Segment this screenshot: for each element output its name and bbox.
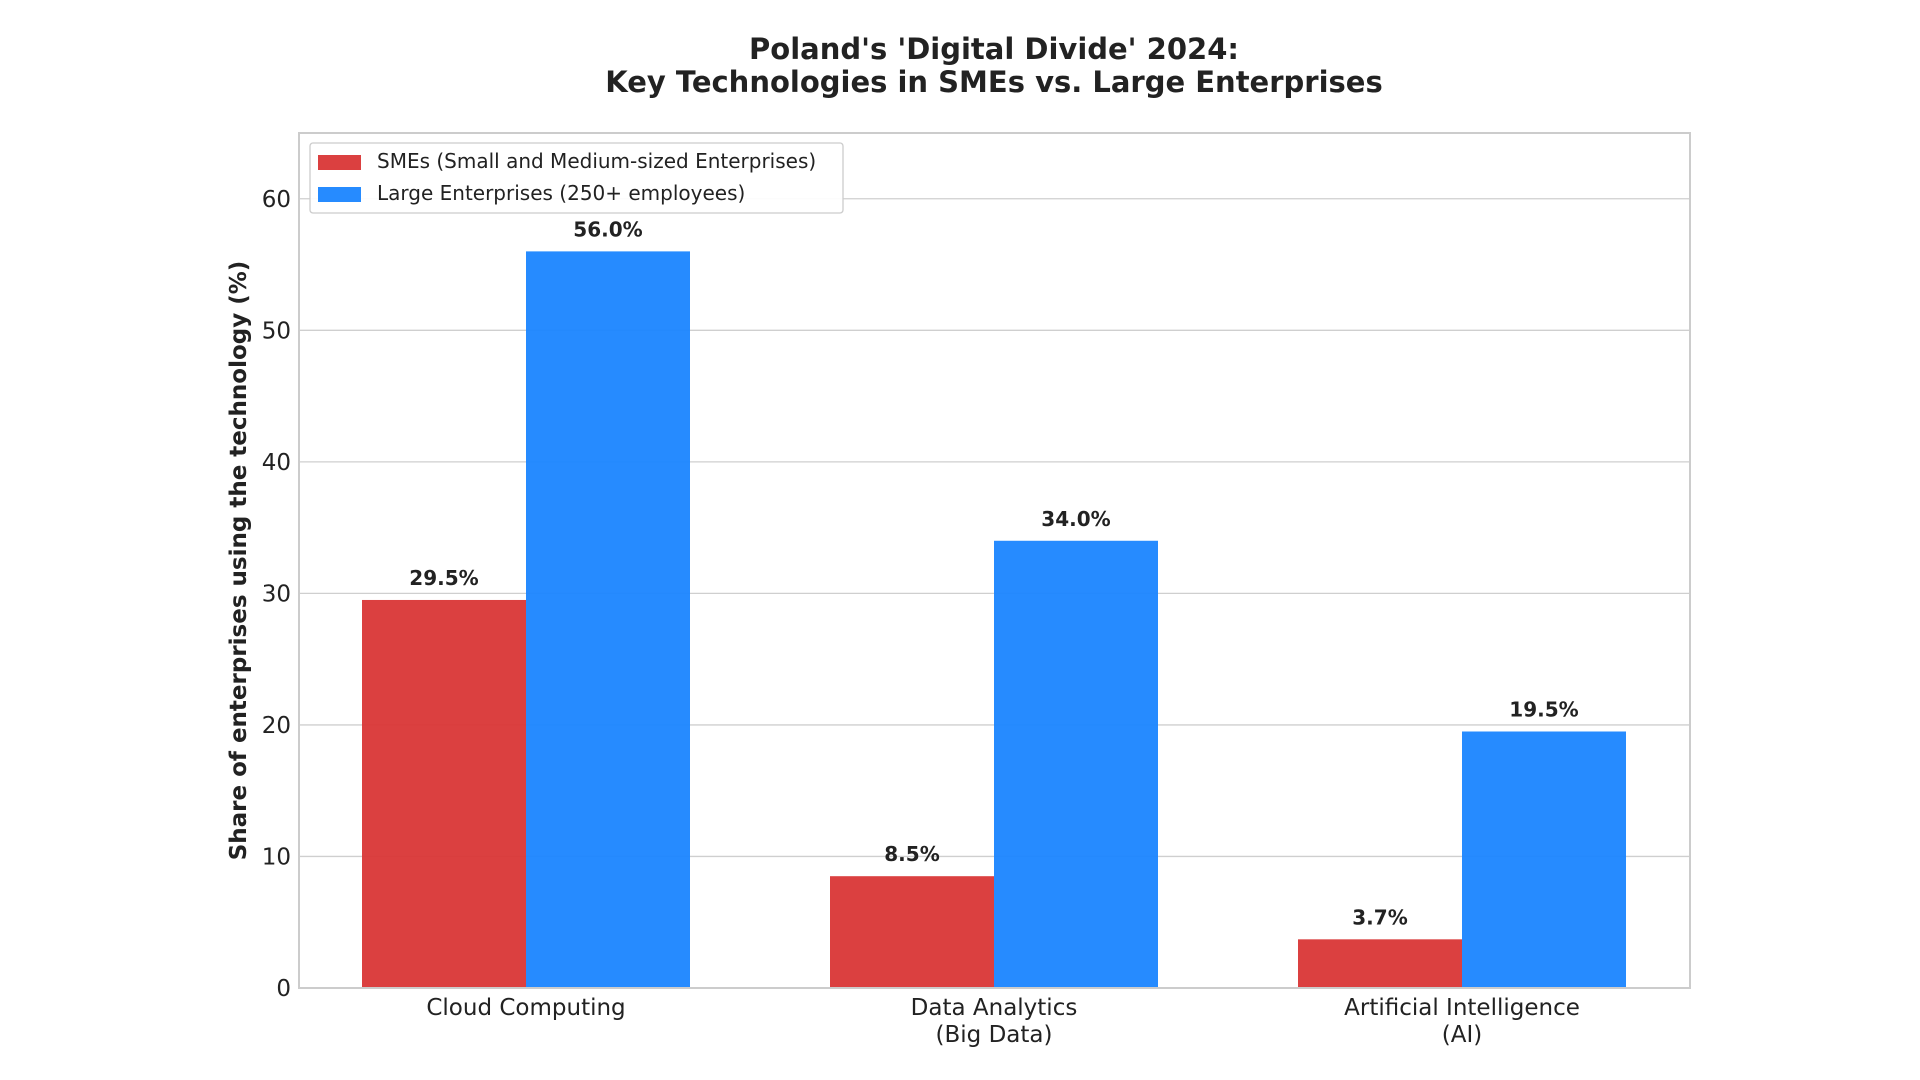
y-tick-label-10: 10 — [262, 844, 291, 870]
value-label-large-2: 34.0% — [1041, 507, 1110, 531]
x-tick-label-3-line-2: (AI) — [1442, 1022, 1482, 1048]
axes: 0 10 20 30 40 50 60 Cloud Computing Data Analyti… — [226, 187, 1580, 1048]
y-tick-label-0: 0 — [276, 976, 291, 1002]
value-labels: 29.5% 56.0% 8.5% 34.0% 3.7% 19.5% — [409, 217, 1578, 929]
y-axis-label: Share of enterprises using the technolog… — [226, 261, 252, 861]
legend-label-smes: SMEs (Small and Medium-sized Enterprises… — [377, 149, 816, 173]
bars — [362, 251, 1626, 988]
bar-large-1 — [526, 251, 690, 988]
legend: SMEs (Small and Medium-sized Enterprises… — [309, 142, 844, 214]
bar-smes-3 — [1298, 939, 1462, 988]
legend-box — [309, 142, 844, 214]
y-tick-label-60: 60 — [262, 187, 291, 213]
value-label-smes-2: 8.5% — [884, 842, 939, 866]
x-tick-label-2-line-2: (Big Data) — [936, 1022, 1053, 1048]
value-label-smes-1: 29.5% — [409, 566, 478, 590]
bar-large-2 — [994, 540, 1158, 988]
chart-title-line-1: Poland's 'Digital Divide' 2024: — [749, 32, 1239, 66]
y-tick-label-40: 40 — [262, 450, 291, 476]
legend-swatch-large — [318, 187, 361, 202]
plot-area-border — [298, 132, 1691, 989]
y-tick-label-20: 20 — [262, 713, 291, 739]
x-tick-label-2: Data Analytics — [911, 995, 1078, 1021]
legend-swatch-smes — [318, 155, 361, 170]
value-label-smes-3: 3.7% — [1352, 905, 1407, 929]
plot-frame — [298, 132, 1691, 989]
bar-smes-2 — [830, 876, 994, 988]
x-tick-label-3: Artificial Intelligence — [1344, 995, 1580, 1021]
y-tick-label-30: 30 — [262, 581, 291, 607]
value-label-large-1: 56.0% — [573, 217, 642, 241]
bar-large-3 — [1462, 731, 1626, 988]
bar-smes-1 — [362, 599, 526, 988]
value-label-large-3: 19.5% — [1509, 698, 1578, 722]
chart-title-line-2: Key Technologies in SMEs vs. Large Enter… — [605, 65, 1382, 99]
chart-title: Poland's 'Digital Divide' 2024:Key Techn… — [605, 32, 1382, 99]
x-tick-label-1: Cloud Computing — [426, 995, 625, 1021]
legend-label-large: Large Enterprises (250+ employees) — [377, 181, 745, 205]
y-tick-label-50: 50 — [262, 318, 291, 344]
